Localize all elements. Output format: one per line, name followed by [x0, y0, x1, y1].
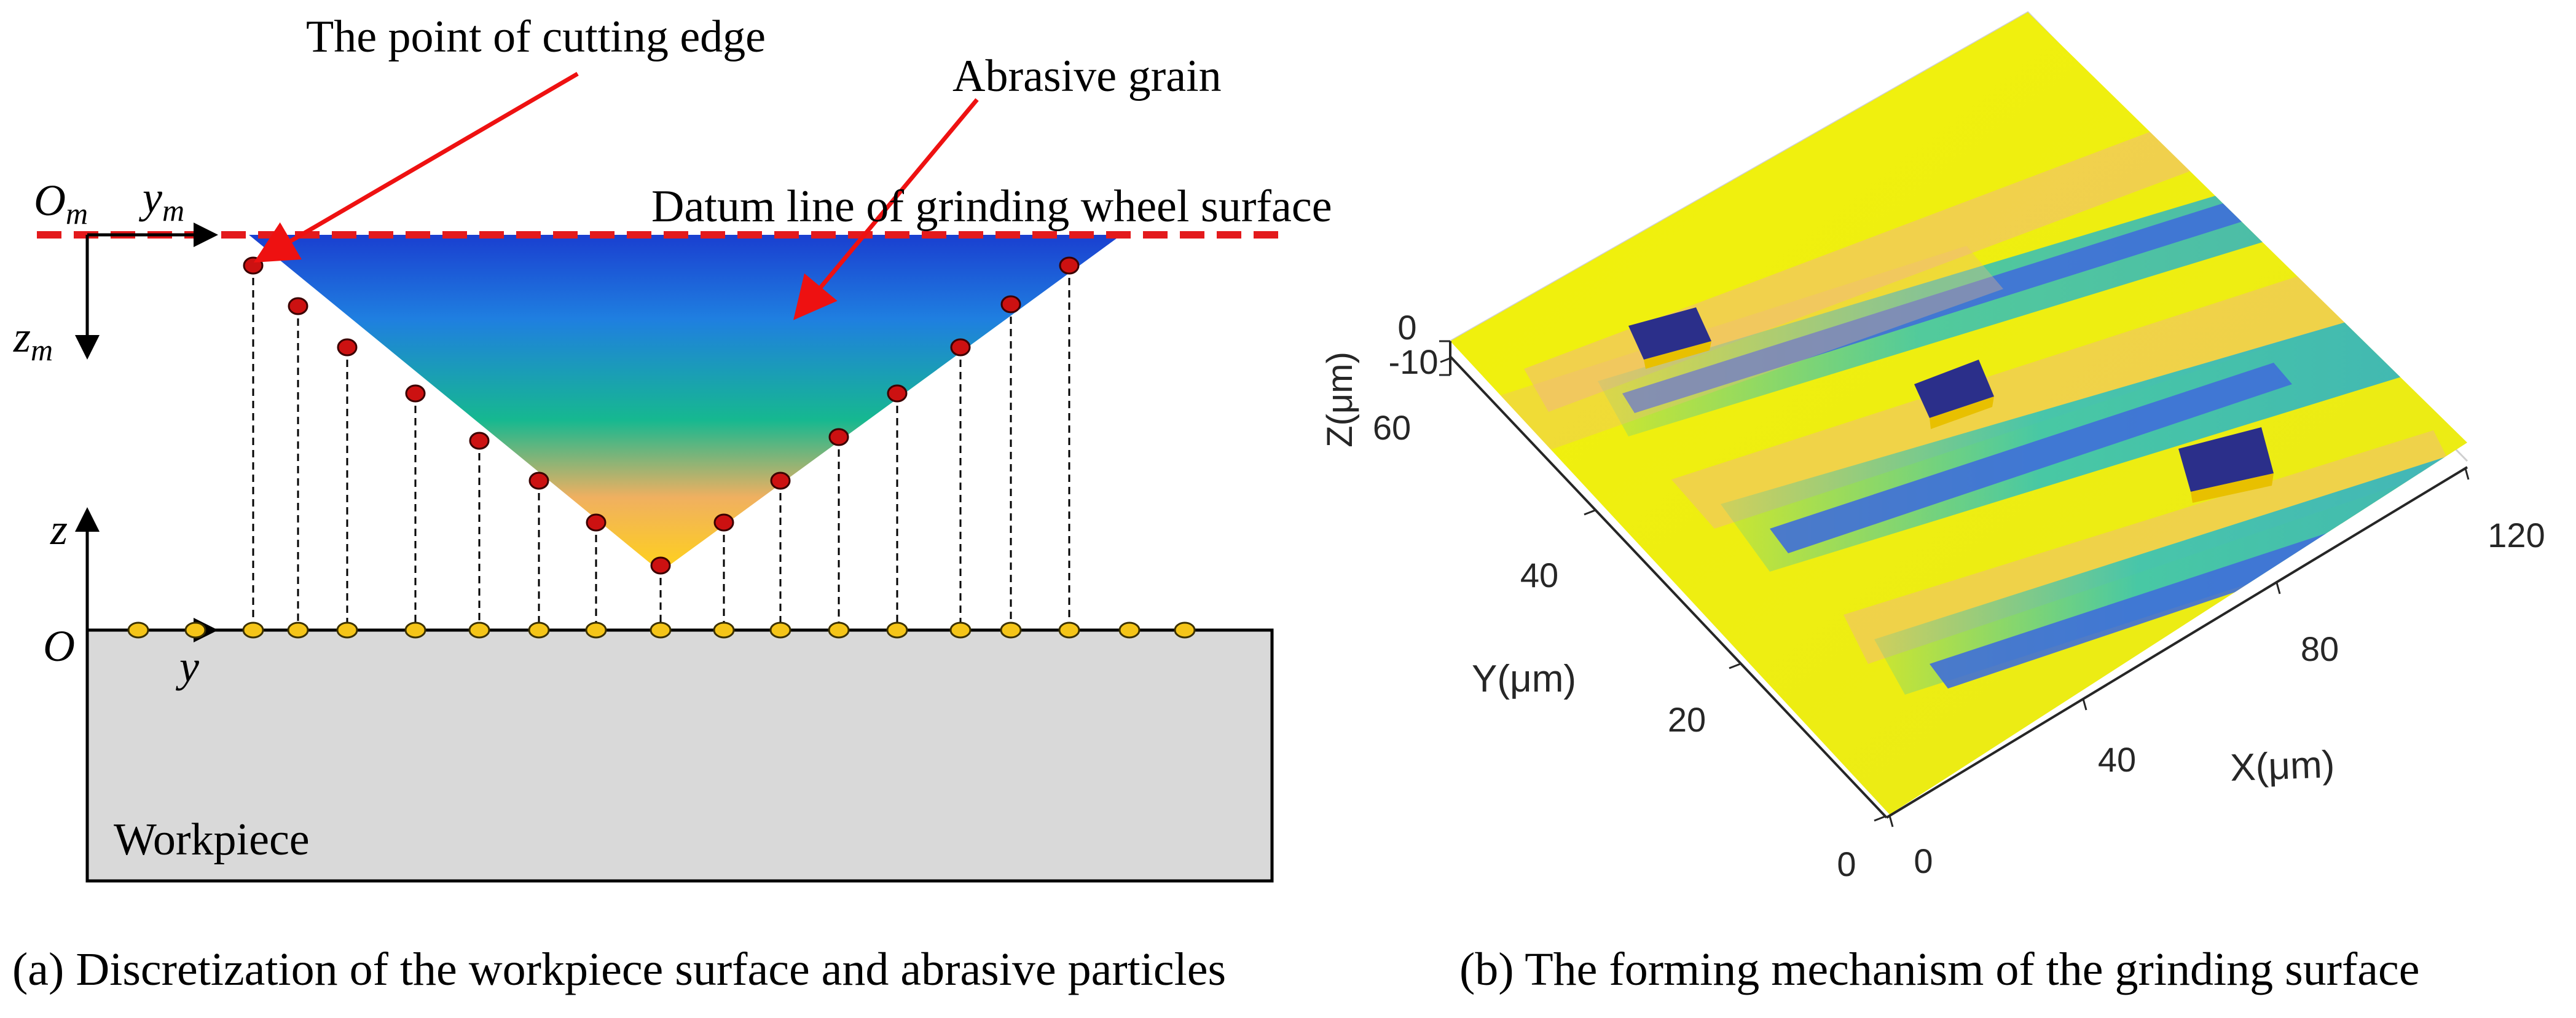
tick-mark: [1729, 663, 1741, 669]
surface-point: [769, 621, 791, 639]
tick-label: 0: [1397, 308, 1416, 347]
abrasive-grain-label: Abrasive grain: [952, 51, 1222, 101]
surface-point: [184, 621, 206, 639]
datum-line-label: Datum line of grinding wheel surface: [651, 181, 1332, 232]
cutting-edge-point: [828, 428, 849, 446]
om-label: Om: [34, 176, 88, 231]
surface-point: [828, 621, 850, 639]
surface-bands: [1487, 111, 2458, 695]
surface-points: [127, 621, 1196, 639]
surface-point: [127, 621, 149, 639]
tick-label: 0: [1914, 842, 1933, 880]
z-label: z: [50, 505, 68, 554]
surface-point: [650, 621, 672, 639]
tick-label: 40: [1520, 556, 1558, 594]
tick-mark: [2082, 698, 2087, 711]
cutting-edge-point: [887, 384, 908, 403]
cutting-edge-point: [243, 256, 264, 275]
tick-label: 80: [2301, 629, 2339, 668]
surface-point: [1000, 621, 1022, 639]
z-axis-title: Z(μm): [1320, 352, 1360, 448]
caption-b: (b) The forming mechanism of the grindin…: [1459, 944, 2419, 995]
y-label: y: [175, 642, 199, 691]
tick-mark: [1874, 815, 1886, 822]
surface-point: [585, 621, 607, 639]
surface-point: [949, 621, 972, 639]
surface-point: [886, 621, 908, 639]
cutting-edge-point: [1059, 256, 1080, 275]
abrasive-grain: [249, 235, 1121, 572]
cutting-edge-point: [528, 472, 549, 490]
tick-label: 120: [2488, 516, 2545, 554]
tick-label: 0: [1837, 845, 1856, 883]
cutting-edge-point: [770, 472, 791, 490]
workpiece-label: Workpiece: [114, 815, 310, 865]
surface-point: [713, 621, 735, 639]
surface-point: [242, 621, 264, 639]
tick-mark: [2276, 582, 2281, 594]
cutting-edge-point: [650, 556, 671, 575]
cutting-edge-point: [337, 338, 358, 357]
surface-point: [468, 621, 490, 639]
surface-point: [287, 621, 309, 639]
tick-mark: [2464, 468, 2470, 480]
grain-cube-3: [2178, 427, 2274, 503]
surface-point: [404, 621, 426, 639]
cutting-edge-point: [1000, 295, 1021, 314]
zm-label: zm: [13, 312, 53, 367]
tick-label: 40: [2098, 740, 2136, 779]
panel-a: Workpiece The point of cutting edge Abra…: [12, 12, 1332, 995]
y-axis-line: [1449, 355, 1888, 819]
cutting-edge-point: [405, 384, 426, 403]
cutting-edge-point: [950, 338, 971, 357]
surface-point: [528, 621, 550, 639]
abrasive-grain-pointer: [793, 98, 979, 320]
o-label: O: [43, 621, 75, 671]
surface-point: [1118, 621, 1141, 639]
surface-point: [336, 621, 358, 639]
projection-lines: [252, 266, 1070, 630]
surface-point: [1174, 621, 1196, 639]
x-axis-title: X(μm): [2229, 743, 2335, 789]
grain-cube-2: [1914, 360, 1994, 429]
cutting-edge-point: [713, 513, 734, 532]
x-axis-line: [1885, 466, 2468, 819]
cutting-edge-points: [243, 256, 1080, 575]
caption-a: (a) Discretization of the workpiece surf…: [12, 944, 1226, 995]
y-axis-title: Y(μm): [1472, 658, 1576, 700]
ym-label: ym: [138, 173, 184, 227]
workpiece-block: [85, 628, 1274, 883]
tick-mark: [1584, 509, 1596, 516]
grain-cube-1: [1628, 307, 1711, 369]
cutting-edge-label: The point of cutting edge: [306, 12, 766, 62]
cutting-edge-point: [288, 297, 308, 315]
tick-mark: [1888, 815, 1894, 827]
tick-label: -10: [1389, 342, 1439, 381]
cutting-edge-point: [586, 513, 607, 532]
tick-label: 60: [1373, 408, 1411, 447]
cutting-edge-point: [469, 432, 490, 450]
tick-mark: [1440, 357, 1452, 363]
cutting-edge-pointer: [253, 71, 579, 263]
tick-label: 20: [1668, 700, 1706, 739]
surface-point: [1058, 621, 1080, 639]
